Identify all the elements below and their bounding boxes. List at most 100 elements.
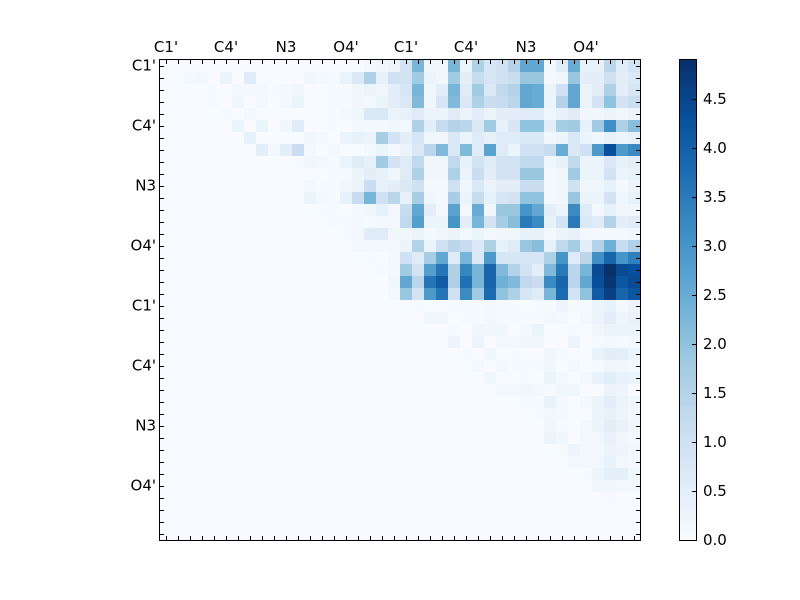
heatmap-cell — [400, 480, 412, 492]
heatmap-cell — [568, 264, 580, 276]
heatmap-cell — [388, 516, 400, 528]
heatmap-cell — [616, 324, 628, 336]
heatmap-cell — [532, 432, 544, 444]
heatmap-cell — [340, 396, 352, 408]
heatmap-cell — [184, 348, 196, 360]
heatmap-cell — [304, 372, 316, 384]
heatmap-cell — [388, 168, 400, 180]
heatmap-cell — [544, 168, 556, 180]
heatmap-cell — [520, 240, 532, 252]
heatmap-cell — [160, 516, 172, 528]
heatmap-cell — [172, 312, 184, 324]
heatmap-cell — [340, 456, 352, 468]
heatmap-cell — [604, 468, 616, 480]
heatmap-cell — [196, 72, 208, 84]
tick-mark — [274, 536, 275, 540]
heatmap-cell — [592, 72, 604, 84]
heatmap-cell — [280, 468, 292, 480]
heatmap-cell — [568, 432, 580, 444]
heatmap-cell — [376, 84, 388, 96]
heatmap-cell — [604, 504, 616, 516]
heatmap-cell — [388, 84, 400, 96]
heatmap-cell — [580, 264, 592, 276]
heatmap-cell — [400, 516, 412, 528]
heatmap-cell — [340, 312, 352, 324]
heatmap-cell — [508, 240, 520, 252]
heatmap-cell — [268, 384, 280, 396]
heatmap-cell — [268, 312, 280, 324]
heatmap-cell — [388, 456, 400, 468]
heatmap-cell — [496, 108, 508, 120]
tick-mark — [636, 258, 640, 259]
heatmap-cell — [196, 492, 208, 504]
heatmap-cell — [556, 312, 568, 324]
heatmap-cell — [352, 240, 364, 252]
heatmap-cell — [256, 456, 268, 468]
heatmap-cell — [280, 516, 292, 528]
heatmap-cell — [508, 168, 520, 180]
heatmap-cell — [580, 372, 592, 384]
heatmap-cell — [268, 420, 280, 432]
heatmap-cell — [172, 120, 184, 132]
heatmap-cell — [268, 264, 280, 276]
tick-mark — [286, 536, 287, 540]
heatmap-cell — [568, 228, 580, 240]
tick-mark — [574, 536, 575, 540]
heatmap-cell — [568, 312, 580, 324]
heatmap-cell — [172, 372, 184, 384]
heatmap-cell — [592, 96, 604, 108]
heatmap-cell — [592, 180, 604, 192]
heatmap-cell — [508, 216, 520, 228]
heatmap-cell — [520, 156, 532, 168]
heatmap-cell — [160, 120, 172, 132]
heatmap-cell — [184, 60, 196, 72]
heatmap-cell — [580, 120, 592, 132]
heatmap-cell — [484, 96, 496, 108]
heatmap-cell — [256, 240, 268, 252]
heatmap-cell — [280, 528, 292, 540]
heatmap-cell — [412, 384, 424, 396]
heatmap-cell — [424, 480, 436, 492]
heatmap-cell — [556, 348, 568, 360]
heatmap-cell — [364, 444, 376, 456]
heatmap-cell — [544, 516, 556, 528]
tick-mark — [538, 60, 539, 64]
heatmap-cell — [376, 192, 388, 204]
heatmap-cell — [244, 252, 256, 264]
heatmap-cell — [292, 84, 304, 96]
tick-mark — [550, 536, 551, 540]
heatmap-cell — [400, 72, 412, 84]
heatmap-cell — [304, 180, 316, 192]
heatmap-cell — [352, 480, 364, 492]
heatmap-cell — [340, 60, 352, 72]
heatmap-cell — [520, 60, 532, 72]
heatmap-cell — [544, 456, 556, 468]
heatmap-cell — [232, 360, 244, 372]
tick-mark — [160, 438, 164, 439]
heatmap-cell — [280, 204, 292, 216]
heatmap-cell — [340, 264, 352, 276]
heatmap-cell — [364, 360, 376, 372]
heatmap-cell — [472, 144, 484, 156]
heatmap-cell — [580, 288, 592, 300]
colorbar-tick-mark — [692, 491, 696, 492]
heatmap-cell — [628, 300, 640, 312]
tick-mark — [466, 60, 467, 64]
heatmap-cell — [172, 168, 184, 180]
heatmap-cell — [508, 300, 520, 312]
colorbar-tick-mark — [692, 295, 696, 296]
heatmap-cell — [604, 144, 616, 156]
heatmap-cell — [316, 216, 328, 228]
heatmap-cell — [460, 348, 472, 360]
heatmap-cell — [280, 456, 292, 468]
heatmap-cell — [592, 420, 604, 432]
tick-mark — [622, 60, 623, 64]
tick-mark — [238, 536, 239, 540]
heatmap-cell — [376, 360, 388, 372]
heatmap-cell — [460, 96, 472, 108]
heatmap-cell — [580, 72, 592, 84]
heatmap-cell — [448, 432, 460, 444]
heatmap-cell — [484, 384, 496, 396]
heatmap-cell — [448, 156, 460, 168]
heatmap-cell — [304, 204, 316, 216]
